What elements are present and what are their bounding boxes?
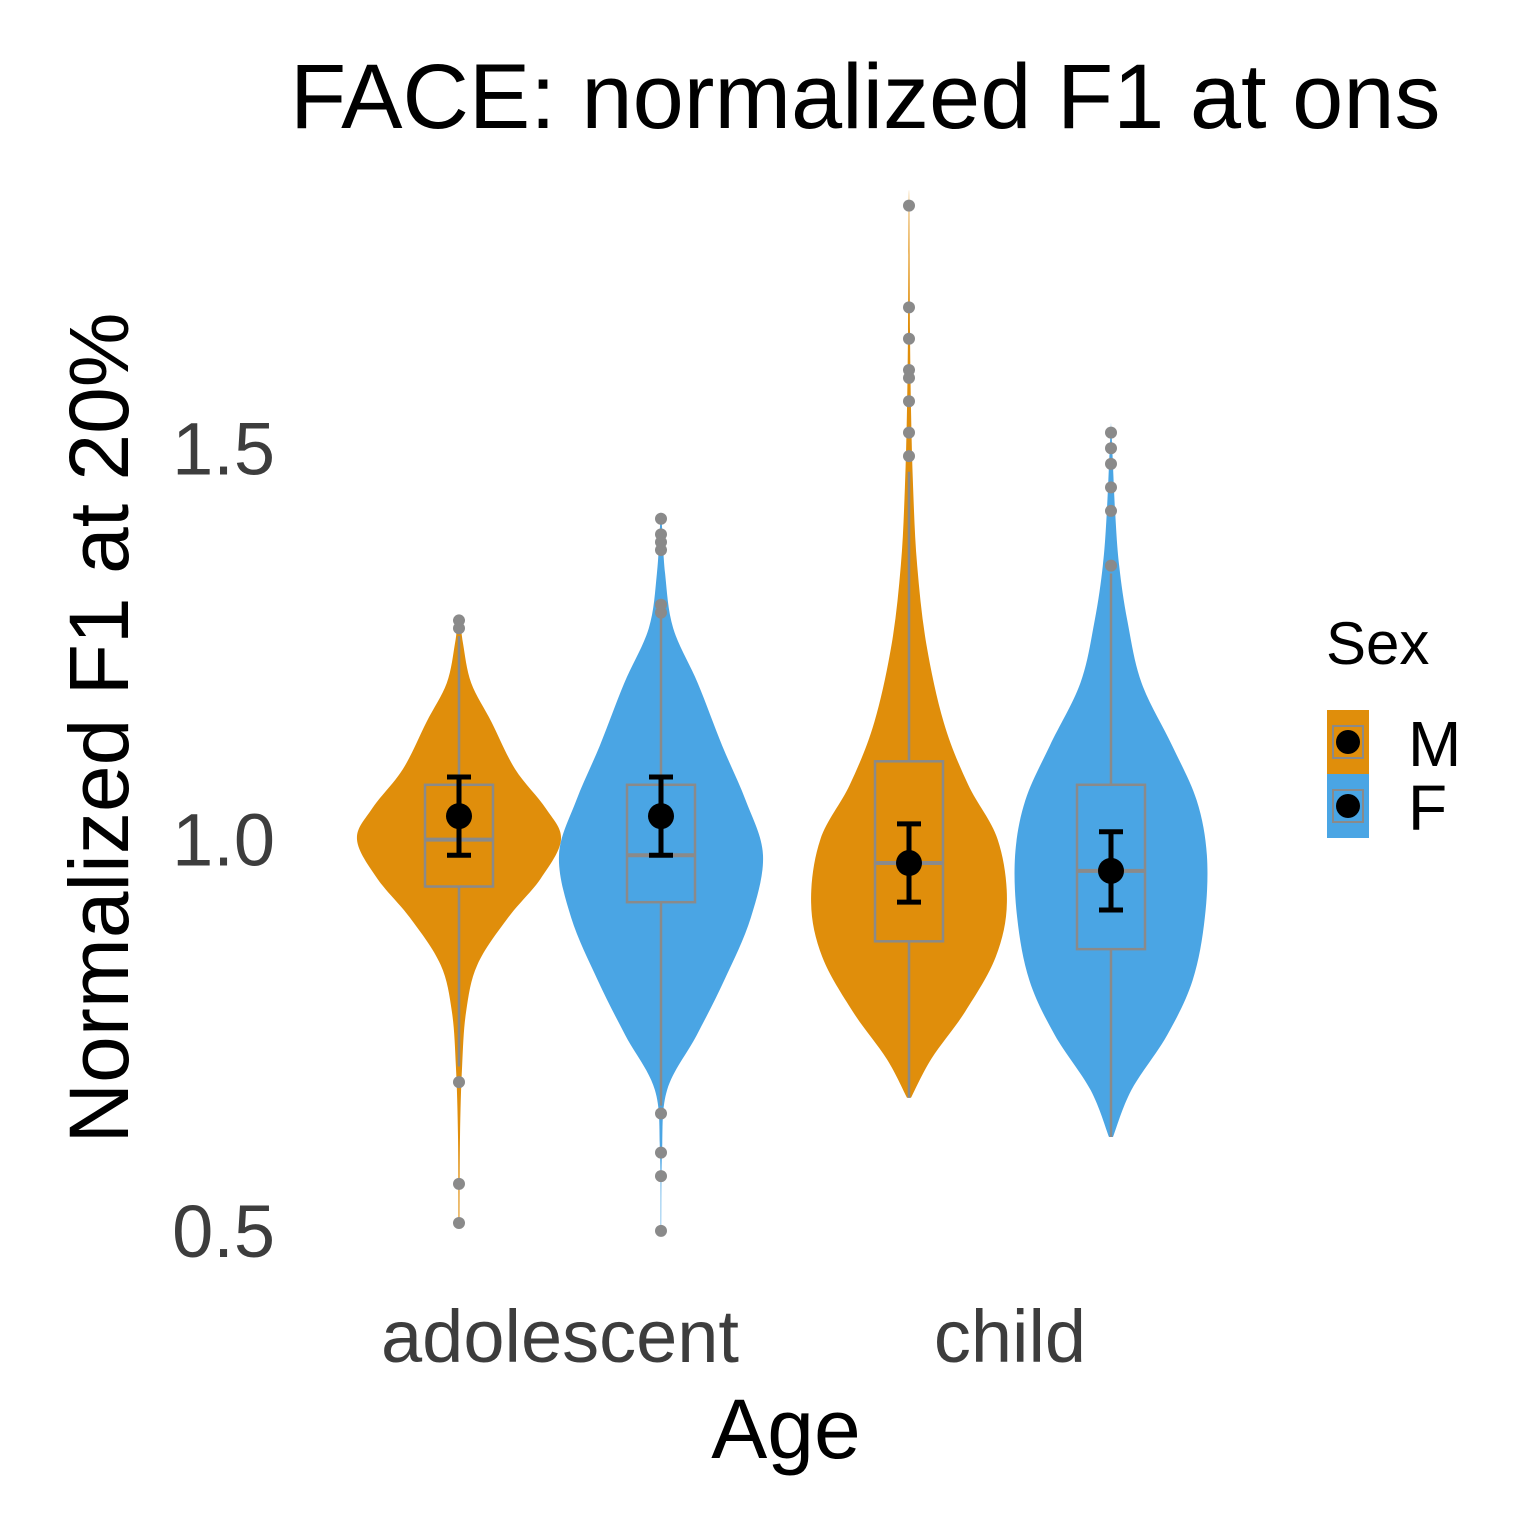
outlier-point [655,1224,667,1237]
outlier-point [1105,504,1117,517]
outlier-point [903,450,915,463]
outlier-point [903,332,915,345]
outlier-point [655,1107,667,1120]
legend-label: M [1408,708,1461,780]
x-axis-title: Age [711,1382,860,1476]
x-tick-labels: adolescent child [381,1295,1086,1378]
violin-group-M-adolescent [356,614,562,1230]
violin-group-F-child [1014,422,1208,1138]
outlier-point [903,395,915,408]
legend: Sex MF [1326,610,1461,844]
outlier-point [655,1170,667,1183]
outlier-point [903,301,915,314]
outlier-point [655,1146,667,1159]
y-tick-label: 1.0 [172,799,275,882]
y-tick-labels: 0.5 1.0 1.5 [172,407,275,1273]
legend-key-point [1336,794,1360,818]
legend-title: Sex [1326,610,1429,677]
mean-point [648,803,674,830]
violin-group-F-adolescent [558,511,764,1237]
outlier-point [1105,426,1117,439]
x-axis: adolescent child Age [381,1295,1086,1476]
chart-title: FACE: normalized F1 at ons [290,46,1441,148]
outlier-point [903,364,915,376]
legend-label: F [1408,772,1447,844]
mean-point [896,850,922,877]
legend-key-box [1332,789,1364,823]
outlier-point [453,614,465,627]
legend-entries: MF [1327,708,1461,844]
x-tick-label: child [934,1295,1086,1378]
legend-key-point [1336,730,1360,754]
box-M-child [873,760,945,943]
outlier-point [1105,457,1117,470]
outlier-point [453,1177,465,1190]
box-F-child [1075,783,1147,951]
plot-area [356,190,1208,1237]
y-axis: Normalized F1 at 20% 0.5 1.0 1.5 [52,312,275,1272]
y-axis-title: Normalized F1 at 20% [52,312,146,1143]
outlier-point [655,598,667,611]
violin-group-M-child [811,190,1007,1098]
violin-F-adolescent [558,511,764,1231]
outlier-point [1105,442,1117,455]
outlier-point [453,1217,465,1230]
x-tick-label: adolescent [381,1295,739,1378]
legend-entry-F: F [1327,772,1447,844]
mean-point [446,803,472,830]
legend-key-box [1332,725,1364,759]
outlier-point [1105,559,1117,572]
outlier-point [903,199,915,212]
outlier-point [903,426,915,439]
y-tick-label: 0.5 [172,1190,275,1273]
mean-point [1098,857,1124,884]
legend-entry-M: M [1327,708,1461,780]
outlier-point [655,512,667,525]
outlier-point [453,1076,465,1089]
outlier-point [655,528,667,541]
outlier-point [1105,481,1117,494]
y-tick-label: 1.5 [172,407,275,490]
